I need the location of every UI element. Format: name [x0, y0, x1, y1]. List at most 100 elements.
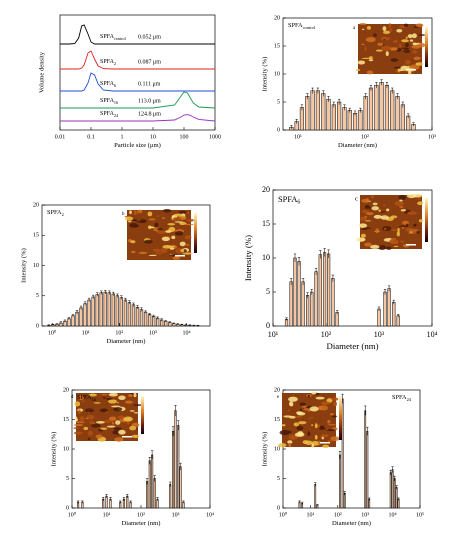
y-tick-label: 5 — [277, 99, 280, 105]
afm-feature — [169, 247, 175, 250]
x-tick-label: 10⁰ — [48, 329, 57, 336]
error-bar — [75, 310, 79, 314]
bar — [103, 291, 107, 327]
series-name: SPFA2 — [100, 59, 116, 65]
error-bar — [316, 87, 320, 94]
afm-image — [124, 209, 197, 260]
afm-feature — [162, 209, 172, 213]
afm-feature — [398, 194, 407, 201]
afm-feature — [185, 244, 190, 246]
afm-feature — [361, 210, 369, 213]
series-name: SPFA6 — [278, 195, 300, 206]
x-tick-label: 10¹ — [306, 512, 314, 518]
afm-feature — [382, 226, 392, 232]
bar — [127, 302, 132, 327]
error-bar — [188, 324, 192, 326]
bar — [83, 303, 87, 327]
afm-feature — [393, 245, 399, 248]
series-name: SPFA6 — [100, 81, 116, 87]
afm-feature — [305, 440, 313, 446]
bar — [363, 96, 368, 131]
y-axis-label: Volume density — [39, 51, 46, 93]
afm-feature — [287, 440, 293, 444]
bar — [299, 107, 305, 131]
afm-feature — [178, 210, 187, 214]
afm-feature — [289, 401, 294, 407]
y-axis-label: Intensity (%) — [243, 235, 253, 281]
error-bar — [397, 497, 400, 501]
error-bar — [335, 310, 339, 315]
error-bar — [179, 462, 182, 471]
error-bar — [192, 324, 196, 327]
afm-feature — [373, 214, 382, 219]
error-bar — [156, 316, 159, 320]
afm-feature — [75, 421, 85, 424]
x-tick-label: 1 — [121, 134, 124, 140]
error-bar — [129, 500, 132, 504]
density-curve — [60, 24, 215, 45]
afm-feature — [129, 222, 139, 228]
afm-feature — [161, 236, 170, 242]
error-bar — [391, 466, 394, 473]
afm-feature — [182, 252, 193, 255]
afm-feature — [399, 199, 403, 202]
afm-feature — [361, 43, 365, 46]
bar — [347, 110, 352, 131]
afm-feature — [406, 211, 417, 215]
afm-feature — [154, 252, 163, 255]
afm-feature — [118, 395, 126, 400]
afm-feature — [386, 208, 390, 212]
error-bar — [96, 292, 99, 297]
bar — [301, 281, 305, 327]
afm-feature — [129, 210, 132, 215]
name-sub: 6 — [297, 200, 300, 206]
afm-feature — [174, 221, 184, 223]
name-sub: 2 — [114, 61, 116, 66]
bar — [95, 294, 99, 327]
panel-letter: c — [355, 195, 358, 202]
error-bar — [144, 310, 147, 314]
error-bar — [148, 313, 151, 316]
size-label: 124.8 μm — [138, 111, 161, 117]
afm-feature — [167, 223, 176, 226]
y-tick-label: 20 — [274, 15, 280, 21]
error-bar — [327, 249, 330, 258]
afm-feature — [365, 36, 376, 43]
error-bar — [391, 87, 394, 94]
error-bar — [104, 290, 107, 294]
afm-feature — [405, 227, 413, 232]
afm-feature — [315, 396, 325, 400]
afm-feature — [153, 227, 160, 232]
afm-feature — [157, 215, 160, 217]
afm-feature — [330, 436, 340, 442]
bar — [392, 301, 396, 327]
x-tick-label: 10² — [115, 330, 123, 336]
afm-feature — [333, 401, 338, 407]
afm-feature — [326, 428, 329, 430]
afm-feature — [91, 423, 101, 428]
afm-feature — [79, 416, 85, 422]
bar — [397, 498, 400, 509]
afm-feature — [83, 426, 89, 431]
error-bar — [119, 500, 122, 504]
afm-feature — [139, 219, 147, 224]
afm-feature — [124, 400, 133, 404]
error-bar — [368, 497, 371, 501]
bar — [164, 320, 168, 327]
error-bar — [338, 451, 342, 459]
afm-feature — [388, 47, 399, 49]
afm-feature — [390, 58, 398, 62]
afm-feature — [381, 36, 387, 40]
afm-feature — [104, 419, 112, 424]
error-bar — [316, 504, 319, 506]
error-bar — [112, 291, 115, 296]
error-bar — [176, 323, 179, 325]
bar — [91, 296, 95, 327]
afm-feature — [378, 245, 387, 251]
colorbar — [141, 396, 144, 434]
afm-feature — [143, 239, 153, 244]
afm-feature — [397, 225, 407, 227]
x-tick-label: 10 — [150, 134, 156, 140]
afm-feature — [116, 401, 119, 404]
y-tick-label: 5 — [277, 476, 280, 482]
